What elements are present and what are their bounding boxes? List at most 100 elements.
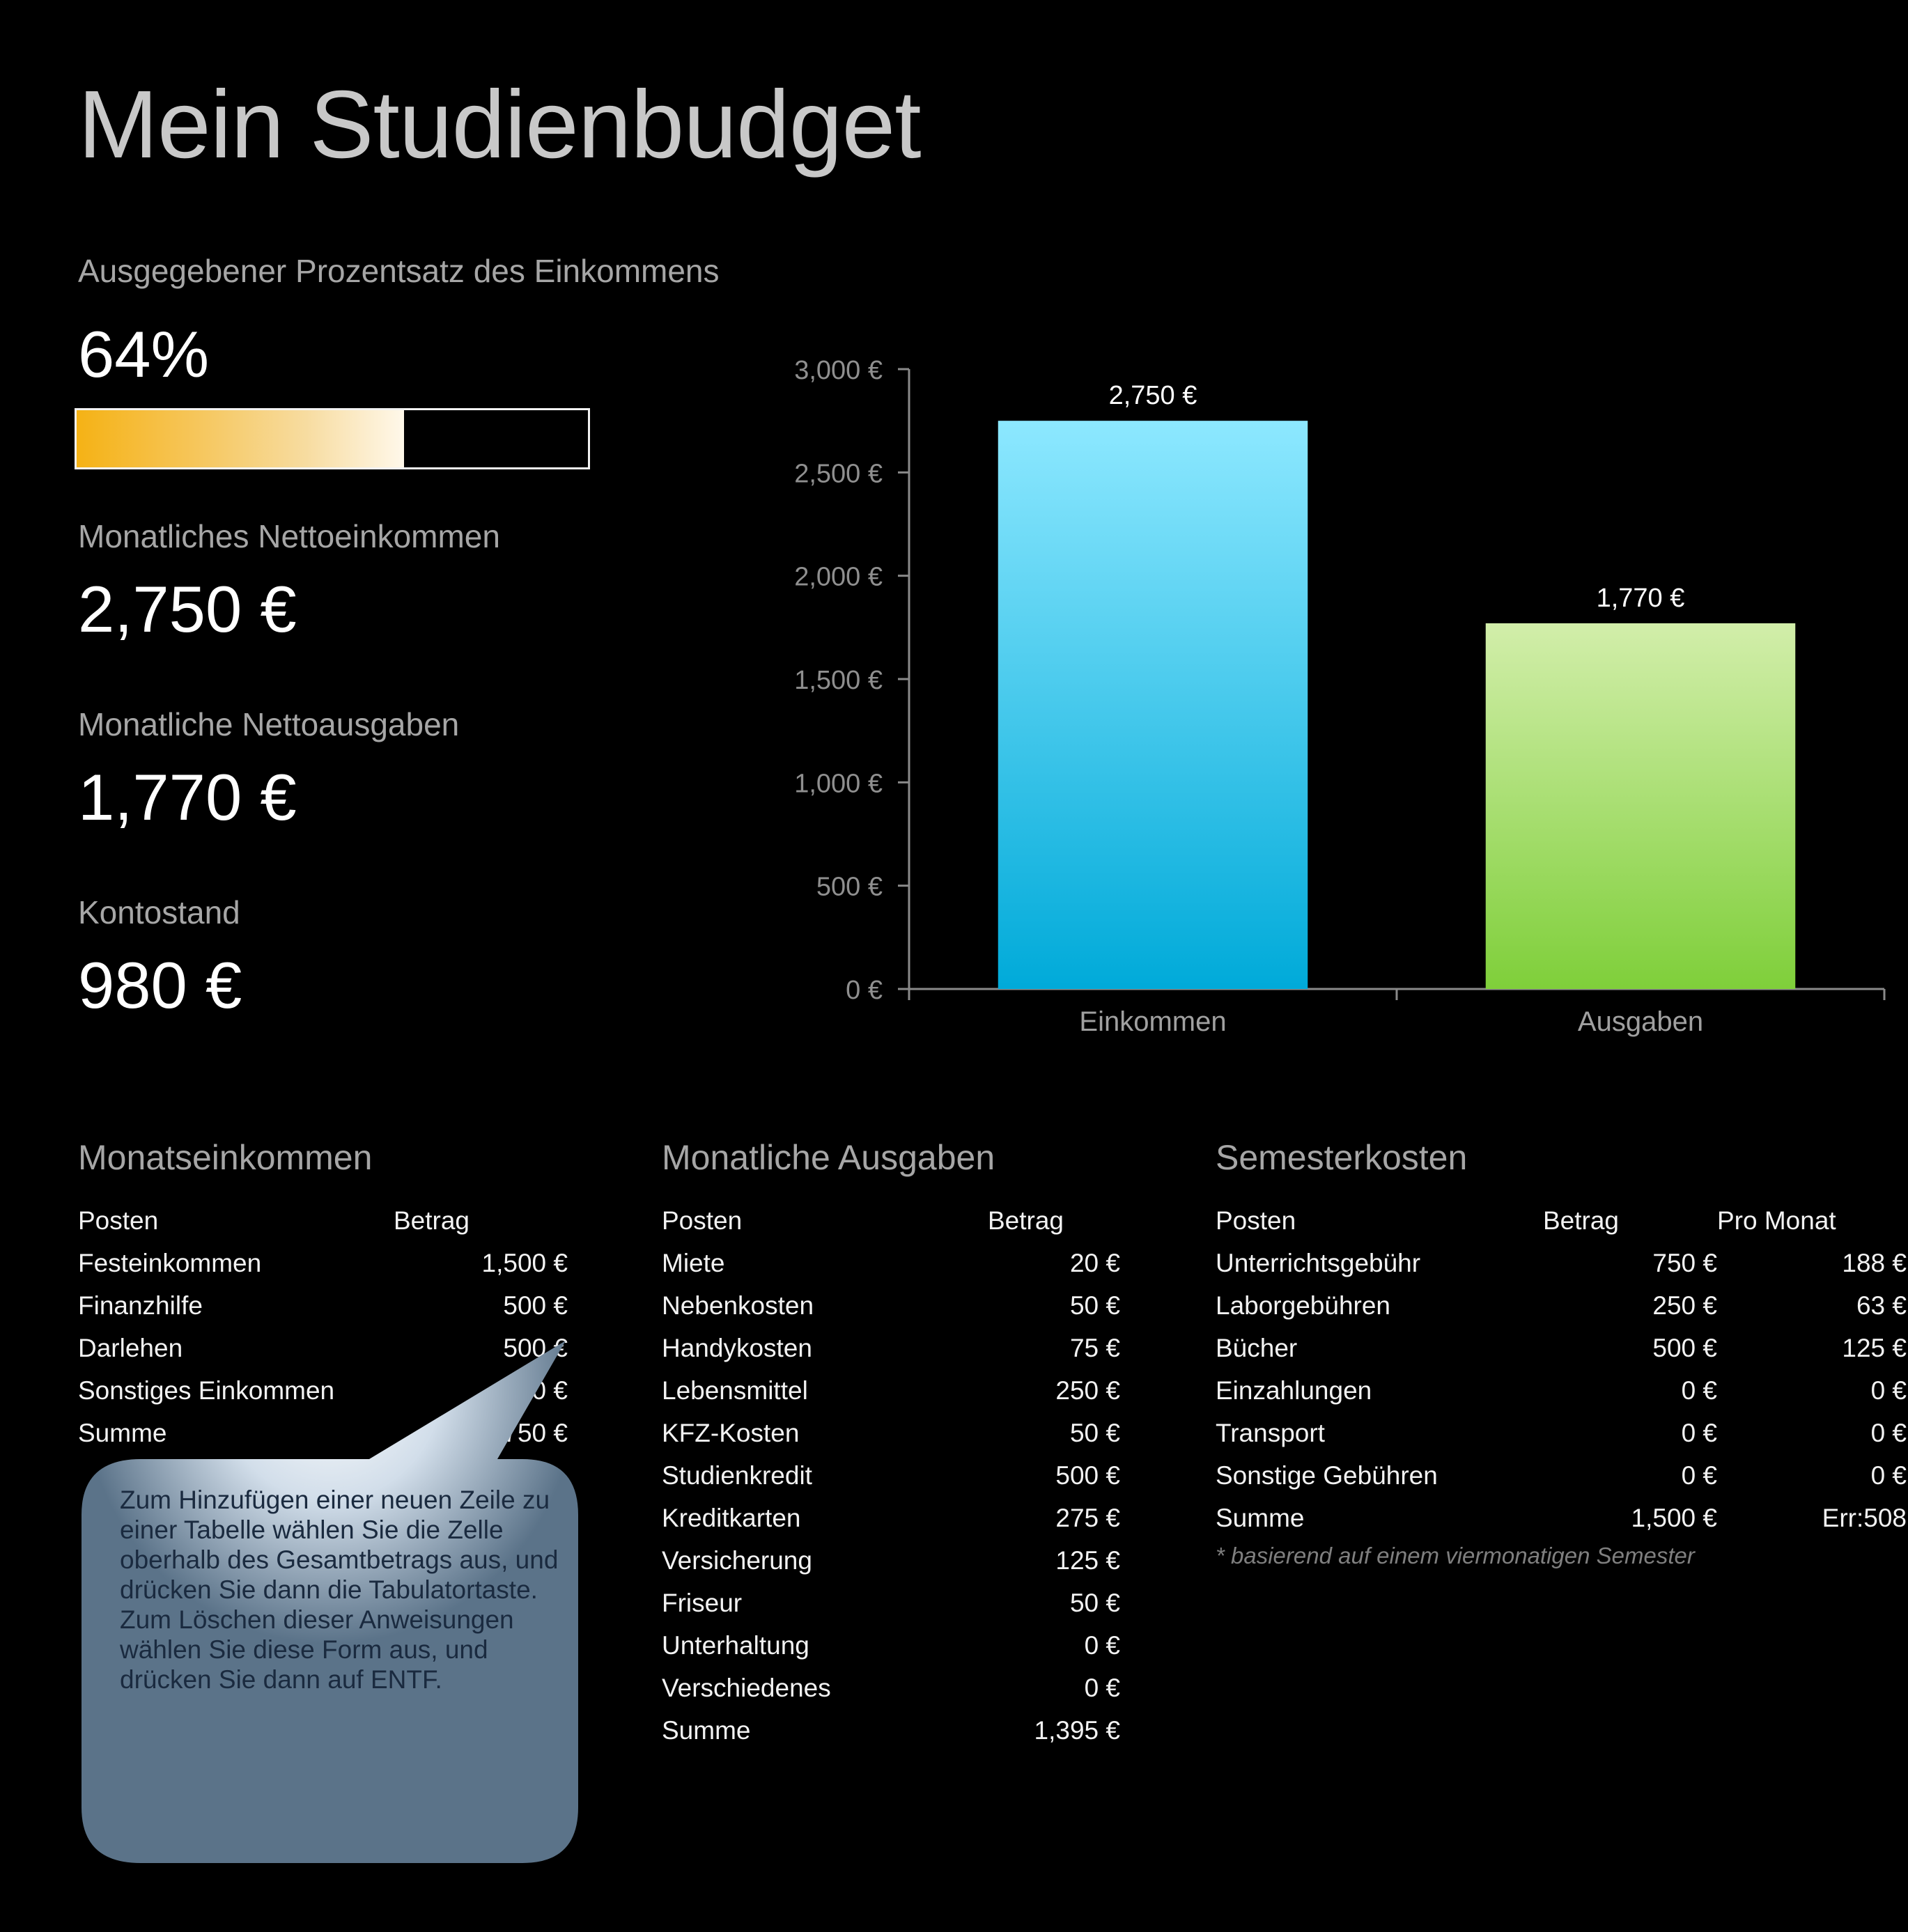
row-amount: 1,500 €	[481, 1248, 568, 1277]
bar-einkommen	[998, 421, 1308, 989]
instruction-callout-shape[interactable]	[78, 1292, 590, 1877]
table-row: Versicherung 125 €	[662, 1539, 1120, 1582]
row-amount: 188 €	[1842, 1248, 1907, 1277]
table-row: Sonstiges Einkommen250 €	[78, 1369, 568, 1412]
expenses-section-title: Monatliche Ausgaben	[662, 1138, 995, 1177]
table-row: Kreditkarten 275 €	[662, 1497, 1120, 1539]
row-amount: 0 €	[1870, 1460, 1907, 1490]
expenses-value: 1,770 €	[78, 761, 297, 834]
row-label: Versicherung	[662, 1545, 812, 1575]
row-amount: Err:508	[1822, 1503, 1907, 1532]
row-label: Bücher	[1216, 1333, 1298, 1362]
row-amount: 50 €	[1069, 1588, 1120, 1617]
row-amount: 50 €	[1069, 1418, 1120, 1447]
row-amount: 20 €	[1069, 1248, 1120, 1277]
row-amount: 0 €	[1681, 1376, 1717, 1405]
table-row: Lebensmittel 250 €	[662, 1369, 1120, 1412]
balance-label: Kontostand	[78, 894, 240, 930]
percent-label: Ausgegebener Prozentsatz des Einkommens	[78, 253, 720, 289]
x-category-label: Ausgaben	[1578, 1006, 1703, 1037]
row-label: Sonstiges Einkommen	[78, 1376, 335, 1405]
income-label: Monatliches Nettoeinkommen	[78, 518, 500, 554]
row-amount: 750 €	[1652, 1248, 1717, 1277]
row-label: KFZ-Kosten	[662, 1418, 800, 1447]
row-label: Summe	[1216, 1503, 1305, 1532]
y-tick-label: 1,000 €	[794, 769, 883, 798]
y-tick-label: 1,500 €	[794, 666, 883, 695]
table-header-row: Posten Betrag	[78, 1199, 568, 1242]
y-tick-label: 0 €	[846, 976, 883, 1005]
row-amount: 500 €	[503, 1291, 568, 1320]
col-header: Betrag	[394, 1206, 470, 1235]
row-amount: 0 €	[1870, 1376, 1907, 1405]
table-row: Verschiedenes 0 €	[662, 1667, 1120, 1709]
row-label: Darlehen	[78, 1333, 183, 1362]
row-label: Summe	[78, 1418, 167, 1447]
speech-bubble-shape	[82, 1341, 578, 1863]
budget-bar-chart: 0 € 500 € 1,000 € 1,500 € 2,000 € 2,500 € 3,00…	[794, 356, 1886, 1037]
table-row: Darlehen 500 €	[78, 1327, 568, 1369]
col-header: Pro Monat	[1717, 1206, 1836, 1235]
y-tick-label: 3,000 €	[794, 356, 883, 385]
row-label: Studienkredit	[662, 1460, 812, 1490]
row-label: Unterhaltung	[662, 1630, 809, 1660]
row-label: Nebenkosten	[662, 1291, 814, 1320]
table-row: Laborgebühren 250 € 63 €	[1216, 1284, 1907, 1327]
row-label: Friseur	[662, 1588, 743, 1617]
table-row: Unterhaltung 0 €	[662, 1624, 1120, 1667]
row-amount: 75 €	[1069, 1333, 1120, 1362]
table-row: Festeinkommen 1,500 €	[78, 1242, 568, 1284]
percent-progress-fill	[77, 410, 404, 467]
row-amount: 63 €	[1856, 1291, 1907, 1320]
row-amount: 275 €	[1055, 1503, 1120, 1532]
semester-table: Posten Betrag Pro Monat Unterrichtsgebüh…	[1216, 1199, 1907, 1539]
income-value: 2,750 €	[78, 572, 297, 646]
table-row: Unterrichtsgebühr 750 € 188 €	[1216, 1242, 1907, 1284]
row-amount: 0 €	[1870, 1418, 1907, 1447]
row-amount: 250 €	[1652, 1291, 1717, 1320]
y-tick-label: 2,500 €	[794, 459, 883, 488]
row-amount: 0 €	[1084, 1630, 1120, 1660]
row-amount: 0 €	[1084, 1673, 1120, 1702]
bar-data-label: 1,770 €	[1597, 584, 1685, 613]
table-row: Summe 1,395 €	[662, 1709, 1120, 1752]
percent-progress-bar	[75, 408, 590, 469]
row-amount: 50 €	[1069, 1291, 1120, 1320]
table-row: Bücher 500 € 125 €	[1216, 1327, 1907, 1369]
row-amount: 0 €	[1681, 1418, 1717, 1447]
row-label: Laborgebühren	[1216, 1291, 1390, 1320]
row-label: Transport	[1216, 1418, 1325, 1447]
table-row: Finanzhilfe 500 €	[78, 1284, 568, 1327]
row-label: Handykosten	[662, 1333, 812, 1362]
row-label: Summe	[662, 1715, 751, 1745]
row-label: Lebensmittel	[662, 1376, 808, 1405]
row-amount: 1,395 €	[1034, 1715, 1120, 1745]
col-header: Posten	[1216, 1206, 1296, 1235]
table-row: Miete 20 €	[662, 1242, 1120, 1284]
table-row: Friseur 50 €	[662, 1582, 1120, 1624]
table-row: Einzahlungen 0 € 0 €	[1216, 1369, 1907, 1412]
row-amount: 500 €	[1652, 1333, 1717, 1362]
table-row: Sonstige Gebühren 0 € 0 €	[1216, 1454, 1907, 1497]
table-row: Summe 1,500 € Err:508	[1216, 1497, 1907, 1539]
bar-ausgaben	[1485, 623, 1796, 989]
row-amount: 500 €	[1055, 1460, 1120, 1490]
row-label: Einzahlungen	[1216, 1376, 1372, 1405]
table-header-row: Posten Betrag	[662, 1199, 1120, 1242]
table-row: Handykosten 75 €	[662, 1327, 1120, 1369]
row-label: Kreditkarten	[662, 1503, 801, 1532]
row-amount: 0 €	[1681, 1460, 1717, 1490]
row-label: Finanzhilfe	[78, 1291, 203, 1320]
x-category-label: Einkommen	[1079, 1006, 1226, 1037]
col-header: Posten	[662, 1206, 743, 1235]
table-row: Studienkredit 500 €	[662, 1454, 1120, 1497]
col-header: Betrag	[1543, 1206, 1620, 1235]
table-row: KFZ-Kosten 50 €	[662, 1412, 1120, 1454]
y-tick-label: 500 €	[816, 873, 883, 902]
income-table: Posten Betrag Festeinkommen 1,500 € Finanz…	[78, 1199, 568, 1454]
row-amount: 250 €	[1055, 1376, 1120, 1405]
row-label: Miete	[662, 1248, 725, 1277]
bar-data-label: 2,750 €	[1109, 381, 1197, 410]
income-section-title: Monatseinkommen	[78, 1138, 373, 1177]
row-label: Festeinkommen	[78, 1248, 262, 1277]
